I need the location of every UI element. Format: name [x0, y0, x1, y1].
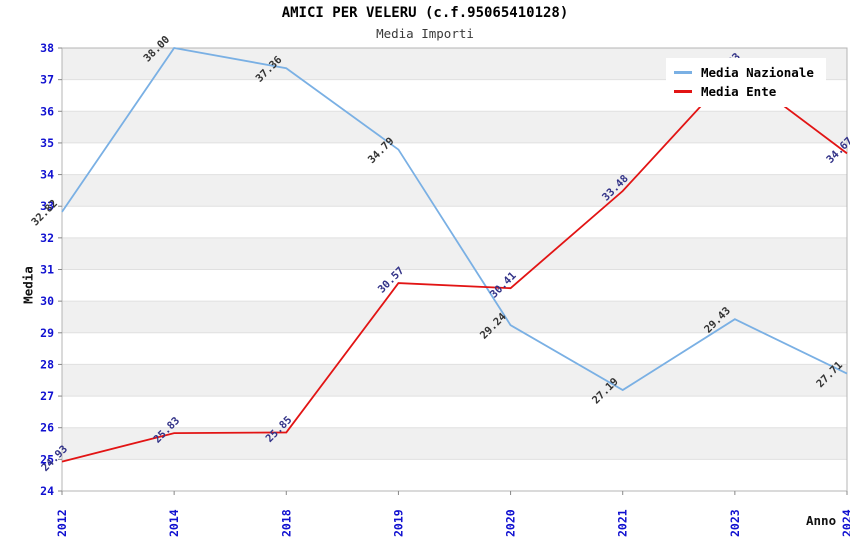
legend-item-media-ente: Media Ente [674, 82, 814, 101]
y-tick-label: 26 [40, 421, 54, 435]
legend: Media Nazionale Media Ente [666, 58, 826, 107]
y-tick-label: 25 [40, 452, 54, 466]
legend-item-media-nazionale: Media Nazionale [674, 63, 814, 82]
grid-band [62, 237, 847, 270]
x-tick-label: 2012 [55, 509, 69, 537]
x-tick-label: 2019 [391, 509, 405, 537]
y-tick-label: 36 [40, 104, 54, 118]
x-tick-label: 2024 [840, 509, 850, 537]
grid-band [62, 364, 847, 397]
y-tick-label: 27 [40, 389, 54, 403]
grid-band [62, 111, 847, 143]
grid-band [62, 174, 847, 207]
y-tick-label: 30 [40, 294, 54, 308]
y-tick-label: 33 [40, 199, 54, 213]
x-tick-label: 2020 [504, 509, 518, 537]
y-tick-label: 37 [40, 73, 54, 87]
y-tick-label: 32 [40, 231, 54, 245]
y-tick-label: 35 [40, 136, 54, 150]
x-tick-label: 2014 [167, 509, 181, 537]
y-tick-label: 38 [40, 41, 54, 55]
legend-swatch-media-ente-icon [674, 90, 692, 93]
chart-title: AMICI PER VELERU (c.f.95065410128) [281, 5, 569, 21]
x-tick-label: 2018 [279, 509, 293, 537]
y-tick-label: 28 [40, 357, 54, 371]
y-tick-label: 29 [40, 326, 54, 340]
y-tick-label: 24 [40, 484, 54, 498]
y-tick-label: 34 [40, 168, 54, 182]
y-tick-label: 31 [40, 263, 54, 277]
series-line-media-nazionale [61, 47, 848, 392]
x-tick-label: 2023 [728, 509, 742, 537]
grid-band [62, 301, 847, 333]
legend-label-media-ente: Media Ente [701, 84, 777, 99]
chart-subtitle: Media Importi [376, 26, 474, 41]
legend-label-media-nazionale: Media Nazionale [701, 65, 814, 80]
x-axis-title: Anno [806, 513, 837, 528]
legend-swatch-media-nazionale-icon [674, 71, 692, 74]
x-tick-label: 2021 [616, 509, 630, 537]
